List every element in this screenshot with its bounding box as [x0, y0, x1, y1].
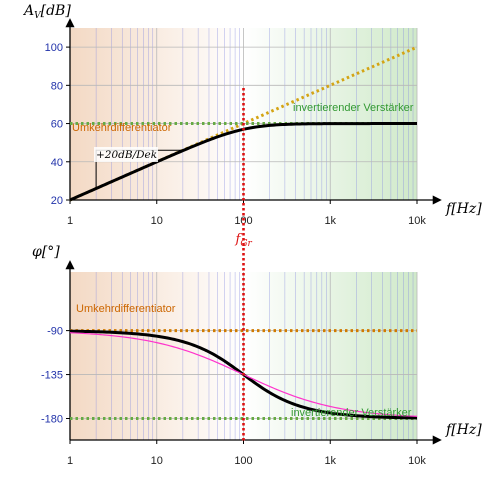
y-tick-label: 20	[51, 195, 63, 207]
x-tick-label: 1k	[324, 455, 336, 467]
phase-xlabel-main: f	[445, 422, 454, 438]
amplitude-ylabel-sub: V	[34, 11, 42, 21]
y-tick-label: 40	[51, 157, 63, 169]
phase-asymptote-high-label: invertierender Verstärker	[291, 407, 412, 419]
x-tick-label: 10	[151, 455, 163, 467]
y-tick-label: -90	[47, 326, 63, 338]
amplitude-x-ticks: 1 10 100 1k 10k	[67, 200, 426, 227]
phase-ylabel-main: φ	[32, 244, 42, 260]
phase-asymptote-low-label: Umkehrdifferentiator	[76, 303, 176, 315]
amplitude-asymptote-high-label: invertierender Verstärker	[293, 102, 414, 114]
phase-x-ticks: 1 10 100 1k 10k	[67, 440, 426, 467]
x-tick-label: 1	[67, 215, 73, 227]
phase-xlabel-unit: [Hz]	[451, 422, 482, 438]
phase-grid	[69, 272, 418, 440]
amplitude-xlabel-unit: [Hz]	[451, 201, 482, 217]
y-tick-label: 100	[45, 42, 63, 54]
amplitude-xlabel-main: f	[445, 201, 454, 217]
cutoff-label-sub: Gr	[240, 239, 252, 249]
amplitude-plot: 20 40 60 80 100 1 10 100 1k 10k +20dB/Dek Umkehr…	[22, 3, 482, 227]
x-tick-label: 1	[67, 455, 73, 467]
y-tick-label: 60	[51, 119, 63, 131]
phase-plot: -90 -135 -180 1 10 100 1k 10k Umkehrdifferenti…	[32, 244, 482, 467]
y-tick-label: -135	[41, 370, 63, 382]
slope-label-box	[94, 147, 158, 162]
amplitude-y-ticks: 20 40 60 80 100	[45, 42, 70, 207]
phase-x-axis-label: f[Hz]	[445, 422, 482, 438]
x-tick-label: 1k	[324, 215, 336, 227]
amplitude-ylabel-unit: [dB]	[41, 3, 72, 19]
x-tick-label: 100	[234, 455, 252, 467]
x-tick-label: 10	[151, 215, 163, 227]
x-tick-label: 100	[234, 215, 252, 227]
phase-y-axis-label: φ[°]	[32, 244, 60, 260]
amplitude-asymptote-low-label: Umkehrdifferentiator	[72, 122, 172, 134]
y-tick-label: 80	[51, 80, 63, 92]
y-tick-label: -180	[41, 414, 63, 426]
phase-y-ticks: -90 -135 -180	[41, 326, 70, 426]
cutoff-frequency-label: fGr	[235, 232, 253, 249]
phase-ylabel-unit: [°]	[42, 244, 60, 260]
amplitude-ylabel-main: A	[22, 3, 34, 19]
asymptote-rising-line	[69, 45, 418, 202]
x-tick-label: 10k	[408, 455, 426, 467]
slope-label: +20dB/Dek	[96, 149, 157, 161]
amplitude-x-axis-label: f[Hz]	[445, 201, 482, 217]
x-tick-label: 10k	[408, 215, 426, 227]
cutoff-label-main: f	[235, 232, 243, 247]
amplitude-y-axis-label: AV[dB]	[22, 3, 71, 21]
